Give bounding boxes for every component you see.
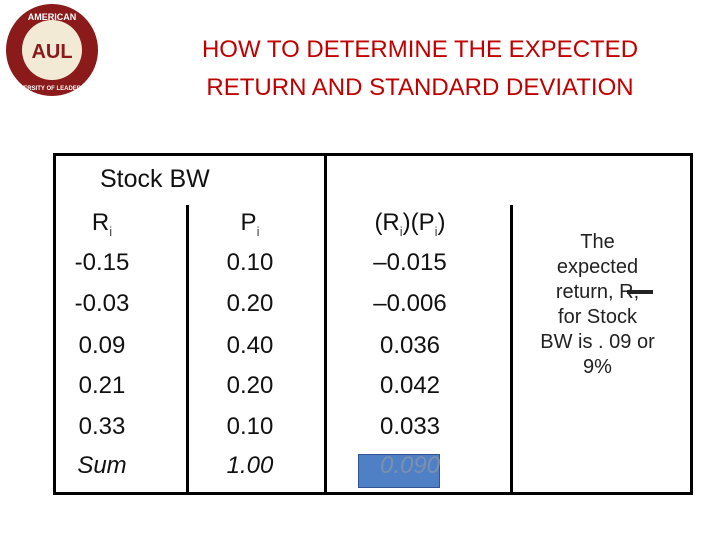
column-header: Pi (185, 209, 315, 239)
table-cell: 0.10 (226, 413, 274, 440)
subscript: i (399, 223, 403, 239)
overline (627, 290, 653, 294)
table-cell: Sum (77, 452, 127, 479)
note-line: for Stock (558, 306, 637, 328)
table-cell: -0.03 (74, 290, 130, 317)
header-text: ) (437, 209, 446, 236)
table-cell: -0.15 (74, 249, 130, 276)
table-caption: Stock BW (100, 165, 210, 193)
title-line: HOW TO DETERMINE THE EXPECTED (201, 36, 639, 63)
logo-mark: AUL (31, 41, 72, 63)
subscript: i (109, 223, 113, 239)
table-cell: 0.20 (226, 372, 274, 399)
header-text: )(P (402, 209, 435, 236)
note-line: 9% (583, 356, 612, 378)
subscript: i (434, 223, 438, 239)
logo: AMERICAN UNIVERSITY OF LEADERSHIP AUL (6, 4, 98, 96)
column-line (324, 153, 327, 495)
highlight (358, 454, 440, 488)
table-cell: 0.40 (226, 332, 274, 359)
subscript: i (256, 223, 260, 239)
table-cell: 0.09 (78, 332, 126, 359)
title-line: RETURN AND STANDARD DEVIATION (206, 74, 634, 101)
column-line (186, 205, 189, 492)
table-frame (53, 153, 693, 495)
table-cell: 0.33 (78, 413, 126, 440)
table-cell: 0.21 (78, 372, 126, 399)
column-header: (Ri)(Pi) (330, 209, 490, 239)
table-cell: 0.036 (379, 332, 441, 359)
table-cell: 0.20 (226, 290, 274, 317)
column-header: Ri (37, 209, 167, 239)
logo-bottom: UNIVERSITY OF LEADERSHIP (9, 86, 95, 92)
table-cell: –0.015 (373, 249, 447, 276)
note-line: return, R, (555, 281, 640, 303)
header-text: P (240, 209, 257, 236)
note-line: The (580, 231, 615, 253)
table-cell: 0.090 (379, 452, 441, 479)
note: The expected return, R, for Stock BW is . 09… (515, 230, 680, 380)
table-cell: 1.00 (226, 452, 274, 479)
table-cell: –0.006 (373, 290, 447, 317)
table-cell: 0.10 (226, 249, 274, 276)
column-line (510, 205, 513, 492)
note-line: expected (556, 256, 639, 278)
table-cell: 0.042 (379, 372, 441, 399)
note-line: BW is . 09 or (540, 331, 655, 353)
logo-top: AMERICAN (28, 12, 77, 22)
header-text: R (91, 209, 110, 236)
table-cell: 0.033 (379, 413, 441, 440)
header-text: (R (374, 209, 400, 236)
